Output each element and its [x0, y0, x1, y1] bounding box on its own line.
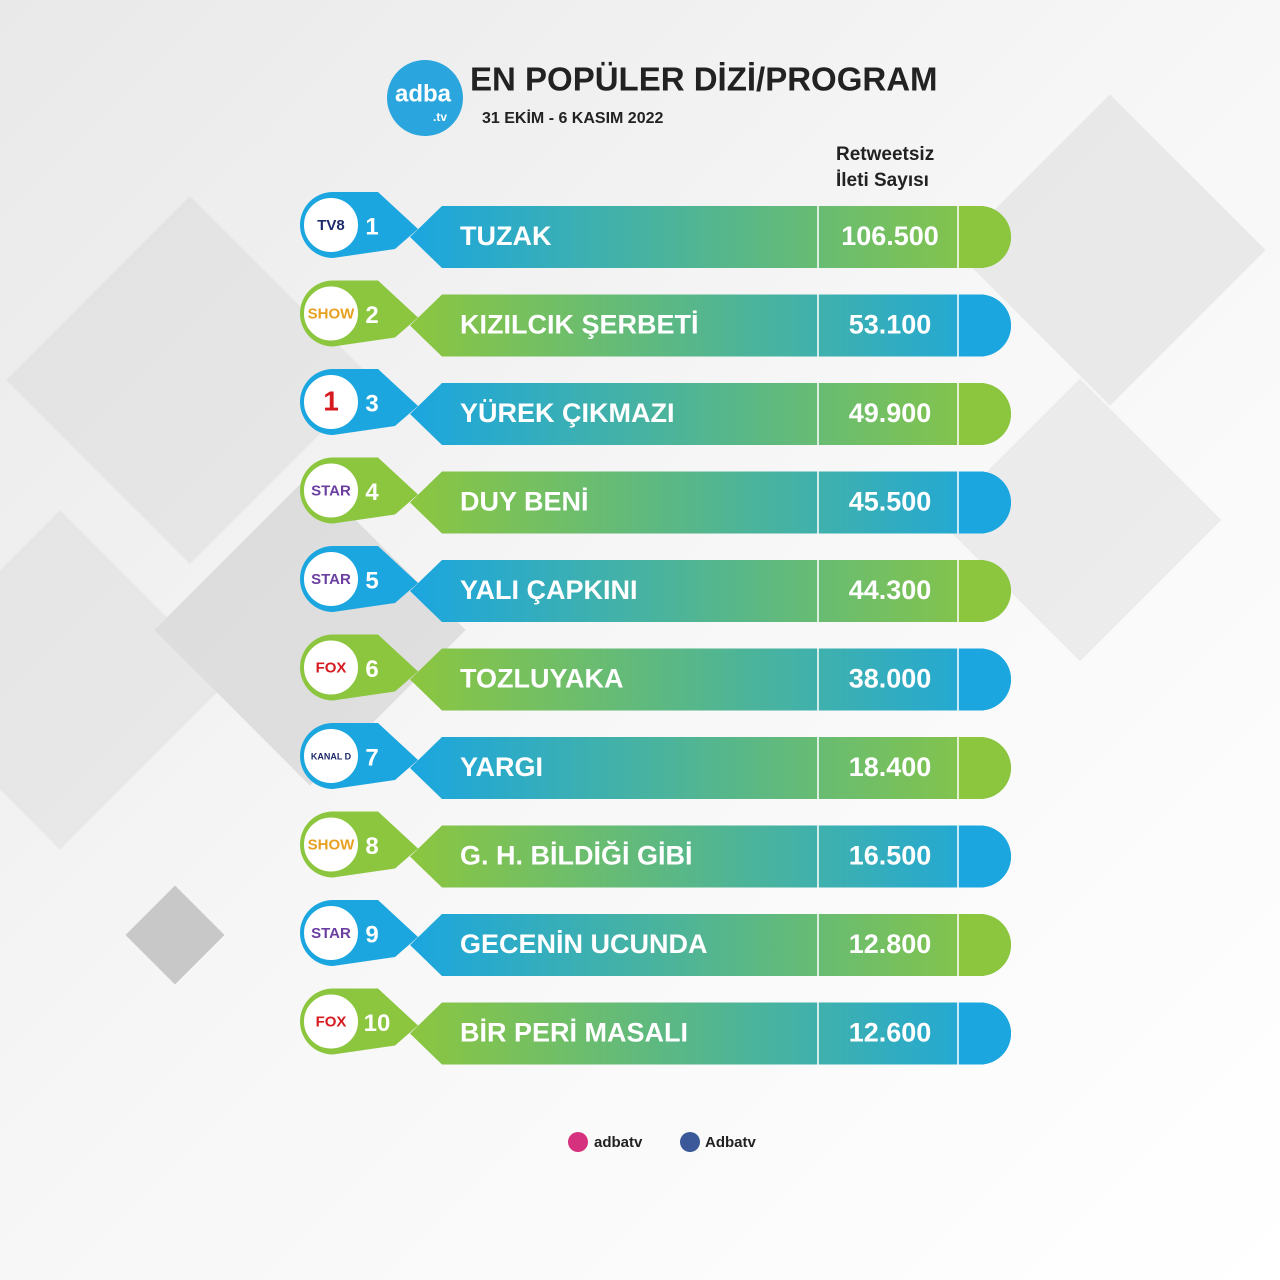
facebook-handle: Adbatv [705, 1134, 756, 1151]
count: 45.500 [849, 487, 932, 517]
rank: 3 [365, 390, 378, 417]
program-name: YÜREK ÇIKMAZI [460, 398, 675, 428]
instagram-icon [568, 1132, 588, 1152]
channel-logo-text: SHOW [308, 305, 356, 322]
rank: 1 [365, 213, 378, 240]
bar-cap [958, 648, 1011, 711]
program-name: YALI ÇAPKINI [460, 575, 638, 605]
channel-logo-text: SHOW [308, 836, 356, 853]
channel-logo-text: STAR [311, 925, 351, 942]
channel-logo [302, 461, 360, 520]
channel-logo [302, 373, 360, 431]
bar-cap [958, 825, 1011, 888]
count: 38.000 [849, 664, 932, 694]
channel-logo-text: FOX [316, 1013, 347, 1030]
title: EN POPÜLER DİZİ/PROGRAM [470, 61, 938, 98]
rank: 4 [365, 479, 379, 506]
column-header: Retweetsiz [836, 144, 934, 165]
program-name: YARGI [460, 752, 543, 782]
channel-logo [302, 815, 360, 874]
program-name: TUZAK [460, 221, 552, 251]
bar [410, 206, 1011, 268]
bar [410, 471, 1011, 534]
channel-logo-text: 1 [323, 385, 339, 416]
bar [410, 648, 1011, 711]
count: 44.300 [849, 575, 932, 605]
count: 16.500 [849, 841, 932, 871]
program-name: TOZLUYAKA [460, 664, 624, 694]
bar-cap [958, 206, 1011, 268]
channel-logo [302, 196, 360, 254]
channel-logo-text: STAR [311, 571, 351, 588]
count: 106.500 [841, 221, 939, 251]
bar-cap [958, 383, 1011, 445]
channel-logo-text: KANAL D [311, 751, 352, 761]
count: 12.800 [849, 929, 932, 959]
bar [410, 1002, 1011, 1065]
bar-cap [958, 471, 1011, 534]
facebook-icon [680, 1132, 700, 1152]
channel-logo-text: FOX [316, 659, 347, 676]
channel-logo [302, 904, 360, 962]
program-name: GECENİN UCUNDA [460, 929, 708, 959]
brand-logo [387, 60, 463, 136]
count: 12.600 [849, 1018, 932, 1048]
channel-logo [302, 550, 360, 608]
channel-logo-text: TV8 [317, 217, 345, 234]
channel-logo [302, 992, 360, 1051]
bar [410, 383, 1011, 445]
program-name: BİR PERİ MASALI [460, 1018, 688, 1048]
instagram-handle: adbatv [594, 1134, 643, 1151]
channel-logo [302, 638, 360, 697]
background-diamonds [0, 94, 1266, 985]
brand-logo-sub: .tv [433, 110, 447, 124]
rank: 5 [365, 567, 378, 594]
date: 31 EKİM - 6 KASIM 2022 [482, 109, 664, 127]
rank: 6 [365, 656, 378, 683]
bar-cap [958, 914, 1011, 976]
bar [410, 914, 1011, 976]
bar [410, 294, 1011, 357]
count: 53.100 [849, 310, 932, 340]
bar [410, 825, 1011, 888]
channel-logo [302, 727, 360, 785]
bar [410, 560, 1011, 622]
rank: 7 [365, 744, 378, 771]
bar-cap [958, 737, 1011, 799]
bar-cap [958, 294, 1011, 357]
bar-cap [958, 560, 1011, 622]
program-name: G. H. BİLDİĞİ GİBİ [460, 840, 693, 871]
bar-cap [958, 1002, 1011, 1065]
program-name: DUY BENİ [460, 487, 589, 517]
rank: 8 [365, 833, 378, 860]
program-name: KIZILCIK ŞERBETİ [460, 310, 699, 340]
channel-logo [302, 284, 360, 343]
rows: TV8 1 TUZAK 106.500 SHOW 2 KIZILCIK ŞERBETİ 53.… [300, 192, 1011, 1065]
rank: 9 [365, 921, 378, 948]
rank: 2 [365, 302, 378, 329]
bar [410, 737, 1011, 799]
channel-logo-text: STAR [311, 482, 351, 499]
count: 49.900 [849, 398, 932, 428]
count: 18.400 [849, 752, 932, 782]
rank: 10 [364, 1010, 391, 1037]
brand-logo-text: adba [395, 80, 452, 107]
column-header: İleti Sayısı [836, 170, 929, 191]
